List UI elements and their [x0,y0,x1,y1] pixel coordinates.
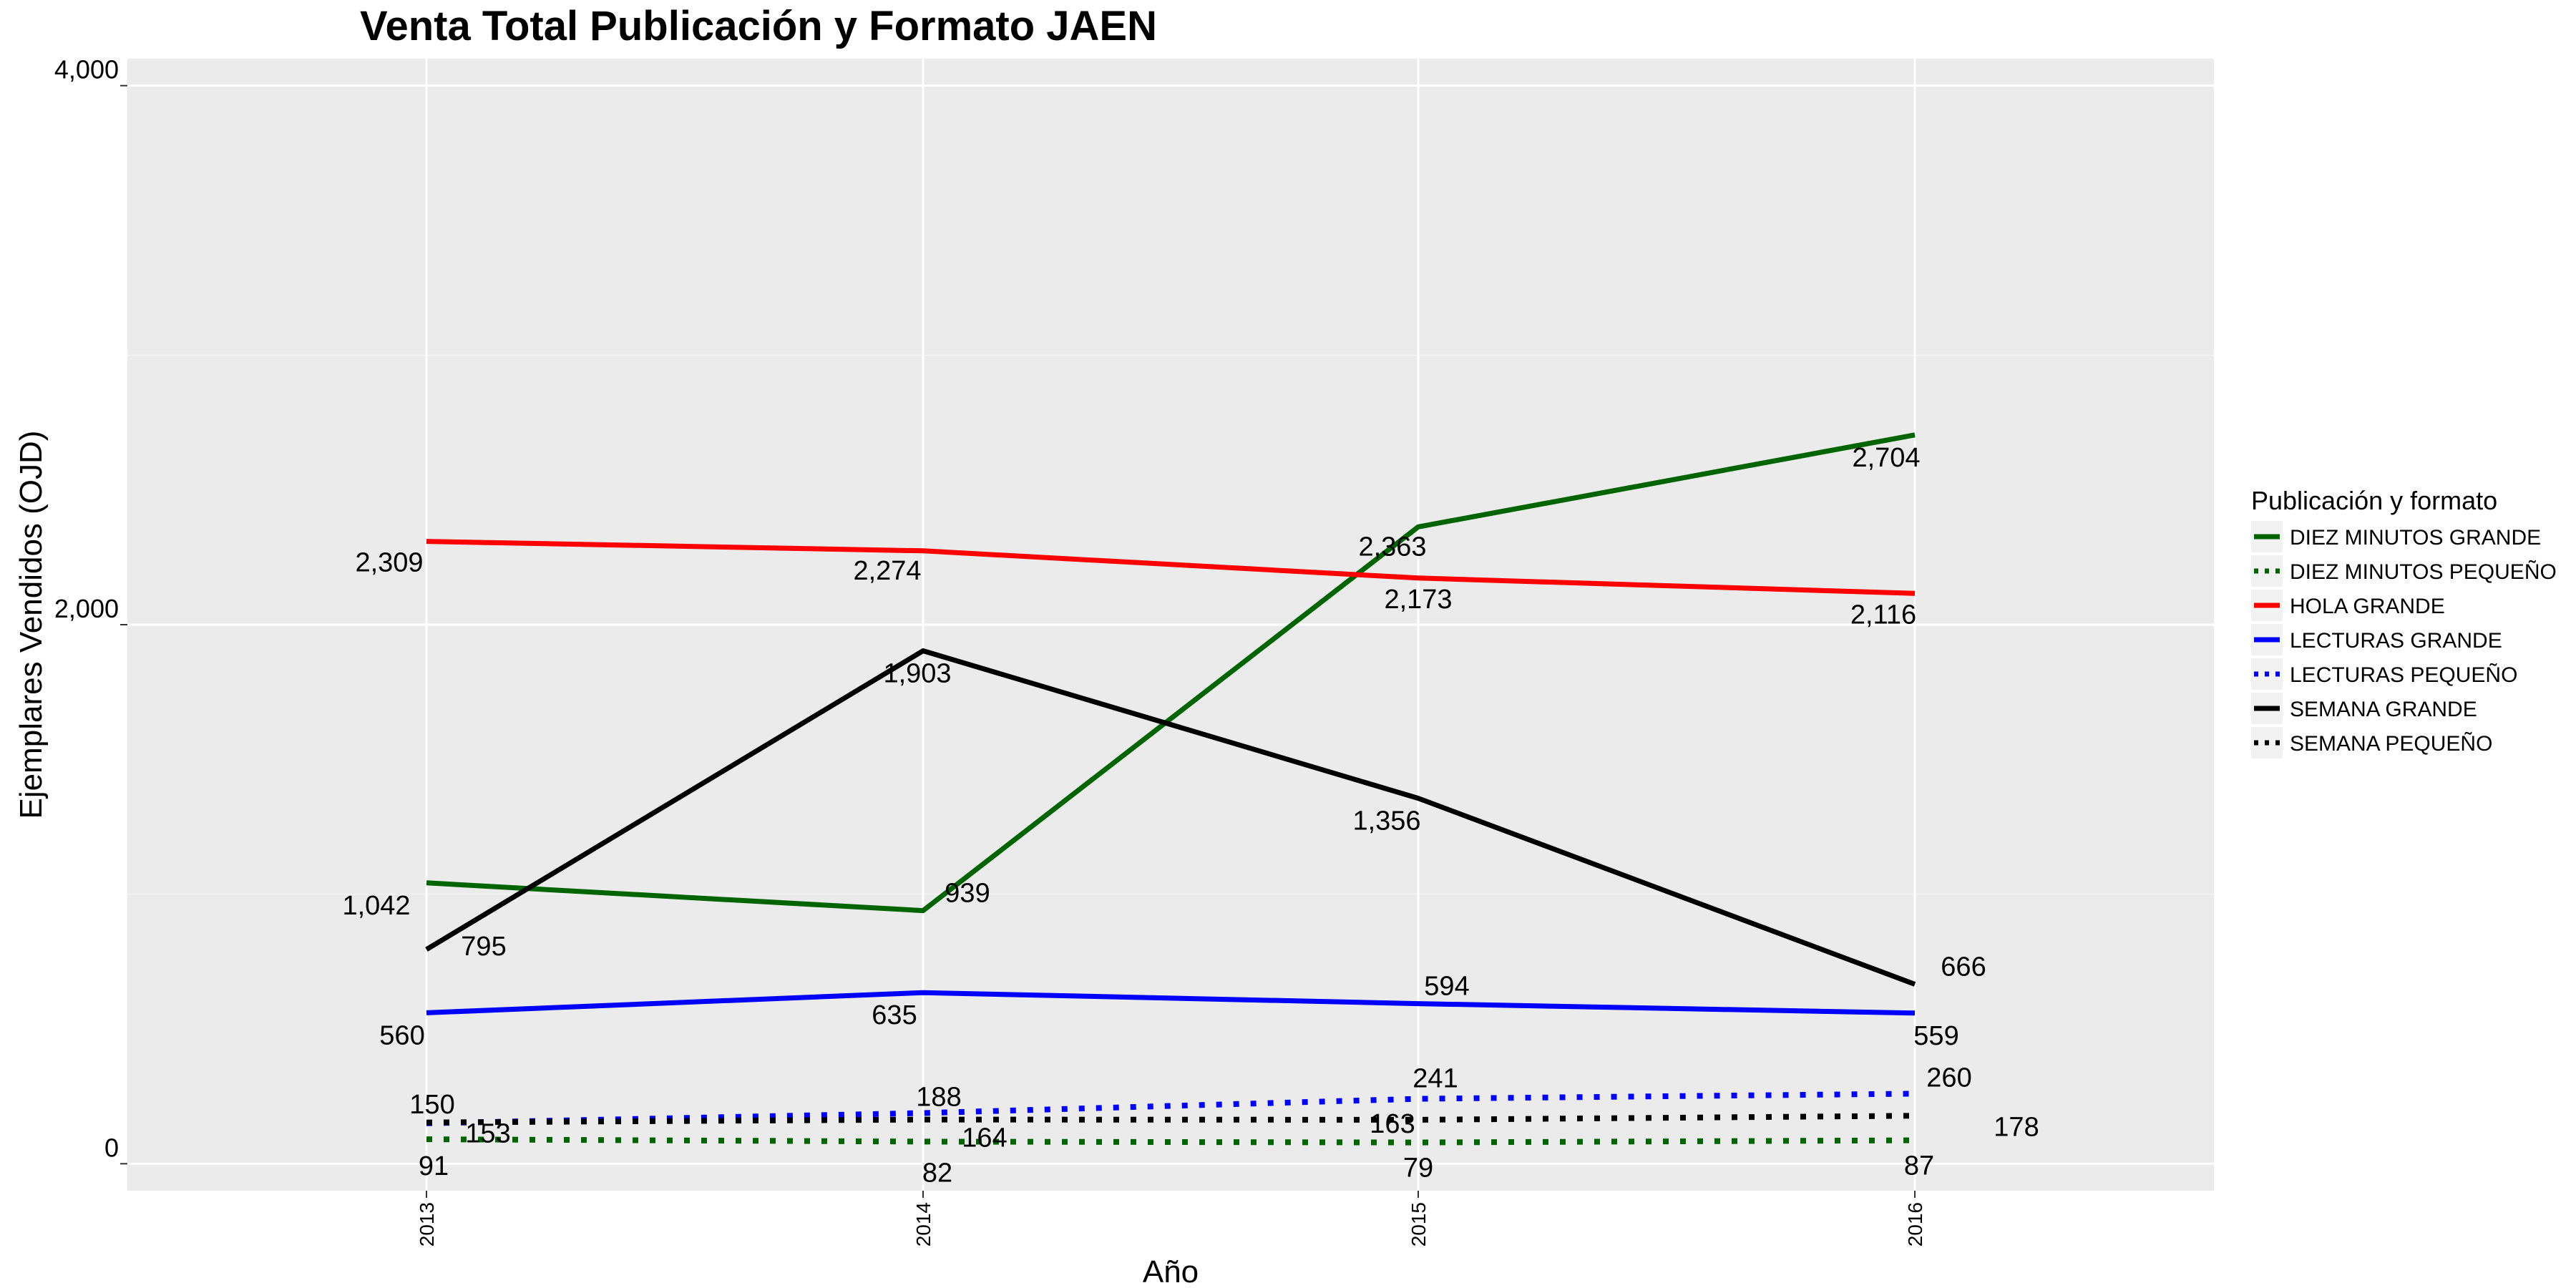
data-label: 559 [1913,1021,1958,1051]
y-axis-title: Ejemplares Vendidos (OJD) [14,431,49,819]
legend-label: HOLA GRANDE [2290,595,2445,618]
legend-label: SEMANA PEQUEÑO [2290,731,2492,756]
data-label: 666 [1941,952,1986,982]
data-label: 635 [872,1000,917,1030]
data-label: 2,173 [1384,585,1452,615]
legend-entry: DIEZ MINUTOS PEQUEÑO [2251,555,2557,587]
data-label: 79 [1403,1153,1433,1184]
data-label: 260 [1926,1063,1971,1093]
legend-entry: SEMANA GRANDE [2251,693,2477,724]
series-line-semana-grande [425,648,1916,987]
y-tick-label: 0 [104,1133,119,1162]
legend-entry: SEMANA PEQUEÑO [2251,727,2492,758]
data-label: 1,356 [1352,806,1420,836]
data-label: 2,116 [1850,600,1916,630]
x-axis-title: Año [1143,1254,1199,1288]
legend-label: LECTURAS PEQUEÑO [2290,663,2517,687]
chart-title: Venta Total Publicación y Formato JAEN [360,3,1157,49]
data-label: 178 [1994,1112,2039,1142]
legend-title: Publicación y formato [2251,486,2497,515]
data-label: 188 [916,1083,961,1113]
x-tick-label: 2016 [1904,1202,1926,1246]
data-labels: 1,042 939 2,363 2,704 91 82 79 87 2,309 2,274 2,17… [342,443,2039,1189]
series-lines [425,432,1916,1146]
data-label: 164 [962,1123,1007,1153]
legend-entry: LECTURAS GRANDE [2251,624,2502,655]
data-label: 594 [1424,972,1469,1002]
series-line-lecturas-pequeno [426,1091,1916,1126]
data-label: 2,704 [1852,443,1920,473]
legend-label: LECTURAS GRANDE [2290,629,2502,653]
legend-label: SEMANA GRANDE [2290,698,2477,721]
series-line-diez-minutos-grande [426,432,1916,914]
data-label: 2,363 [1358,532,1426,562]
series-line-diez-minutos-pequeno [426,1136,1916,1146]
data-label: 91 [419,1151,449,1181]
series-line-lecturas-grande [426,990,1916,1016]
data-label: 2,274 [853,556,921,586]
data-label: 795 [461,932,506,962]
y-tick-label: 4,000 [54,55,119,84]
legend-label: DIEZ MINUTOS PEQUEÑO [2290,560,2557,584]
data-label: 1,042 [342,891,410,921]
x-tick-label: 2014 [912,1202,935,1246]
series-line-semana-pequeno [426,1113,1916,1126]
data-label: 153 [465,1119,510,1149]
data-label: 2,309 [355,548,423,578]
y-axis: 0 2,000 4,000 [54,55,127,1165]
legend: Publicación y formato DIEZ MINUTOS GRAND… [2251,486,2557,758]
series-line-hola-grande [426,539,1916,596]
x-tick-label: 2015 [1407,1202,1430,1246]
legend-entry: DIEZ MINUTOS GRANDE [2251,521,2541,552]
y-tick-label: 2,000 [54,594,119,623]
data-label: 939 [945,879,990,909]
data-label: 150 [409,1090,454,1120]
data-label: 163 [1370,1109,1415,1139]
legend-entry: HOLA GRANDE [2251,590,2445,621]
data-label: 1,903 [883,659,951,689]
x-axis: 2013 2014 2015 2016 [416,1191,1926,1246]
legend-label: DIEZ MINUTOS GRANDE [2290,526,2541,550]
legend-entry: LECTURAS PEQUEÑO [2251,658,2517,690]
data-label: 82 [922,1158,952,1188]
grid-lines [127,59,2214,1191]
data-label: 560 [379,1020,424,1050]
data-label: 87 [1904,1151,1934,1181]
data-label: 241 [1413,1064,1458,1094]
x-tick-label: 2013 [416,1202,438,1246]
